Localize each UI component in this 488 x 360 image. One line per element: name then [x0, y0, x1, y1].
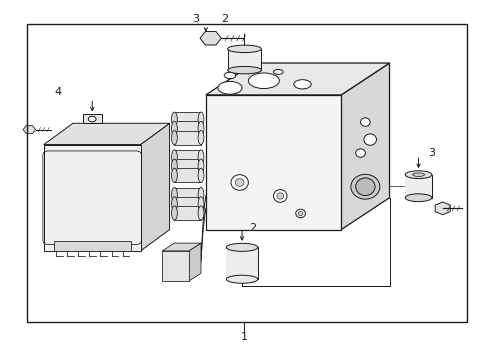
Ellipse shape	[198, 159, 203, 173]
Ellipse shape	[226, 275, 257, 283]
Ellipse shape	[224, 72, 235, 78]
Ellipse shape	[363, 134, 376, 145]
Ellipse shape	[227, 66, 261, 74]
Bar	[44, 145, 140, 251]
Bar	[162, 251, 188, 281]
Ellipse shape	[412, 173, 424, 176]
Ellipse shape	[230, 175, 248, 190]
Ellipse shape	[295, 209, 305, 218]
Polygon shape	[341, 63, 389, 230]
Bar	[174, 168, 201, 183]
Ellipse shape	[276, 193, 283, 199]
Ellipse shape	[235, 179, 244, 186]
Bar	[174, 159, 201, 173]
Ellipse shape	[198, 168, 203, 183]
Ellipse shape	[171, 131, 177, 145]
Polygon shape	[205, 63, 389, 95]
Ellipse shape	[360, 118, 369, 126]
Ellipse shape	[171, 188, 177, 202]
Bar	[174, 131, 201, 145]
Text: 3: 3	[192, 14, 199, 24]
Ellipse shape	[248, 73, 279, 89]
Bar	[53, 241, 131, 251]
Text: 2: 2	[249, 223, 256, 233]
Ellipse shape	[198, 150, 203, 164]
Polygon shape	[162, 243, 201, 251]
Circle shape	[88, 116, 96, 122]
Bar	[82, 114, 102, 123]
Polygon shape	[188, 243, 201, 281]
Ellipse shape	[171, 206, 177, 220]
Ellipse shape	[171, 112, 177, 126]
Ellipse shape	[171, 159, 177, 173]
Ellipse shape	[171, 197, 177, 211]
Bar	[405, 175, 431, 198]
Bar	[174, 150, 201, 164]
Ellipse shape	[198, 188, 203, 202]
Ellipse shape	[405, 171, 431, 179]
Ellipse shape	[293, 80, 310, 89]
Polygon shape	[44, 123, 169, 145]
Ellipse shape	[273, 69, 283, 75]
Bar	[227, 49, 261, 70]
Ellipse shape	[355, 149, 365, 157]
Ellipse shape	[171, 168, 177, 183]
Ellipse shape	[198, 197, 203, 211]
Ellipse shape	[350, 174, 379, 199]
Bar	[27, 24, 466, 322]
Ellipse shape	[405, 194, 431, 202]
Ellipse shape	[298, 211, 303, 216]
Ellipse shape	[218, 81, 242, 94]
Ellipse shape	[171, 121, 177, 135]
Ellipse shape	[273, 190, 286, 202]
Bar	[174, 188, 201, 202]
Bar	[174, 112, 201, 126]
Ellipse shape	[171, 150, 177, 164]
Ellipse shape	[227, 45, 261, 53]
Bar	[205, 95, 341, 230]
Ellipse shape	[198, 131, 203, 145]
Bar	[174, 121, 201, 135]
Ellipse shape	[226, 243, 257, 251]
Bar	[174, 197, 201, 211]
Text: 4: 4	[55, 87, 62, 97]
Text: 1: 1	[241, 332, 247, 342]
Polygon shape	[140, 123, 169, 251]
Bar	[226, 247, 257, 279]
Bar	[174, 206, 201, 220]
Text: 2: 2	[221, 14, 228, 24]
Ellipse shape	[198, 206, 203, 220]
Text: 3: 3	[427, 148, 434, 158]
Ellipse shape	[355, 178, 374, 195]
Ellipse shape	[198, 112, 203, 126]
Ellipse shape	[198, 121, 203, 135]
